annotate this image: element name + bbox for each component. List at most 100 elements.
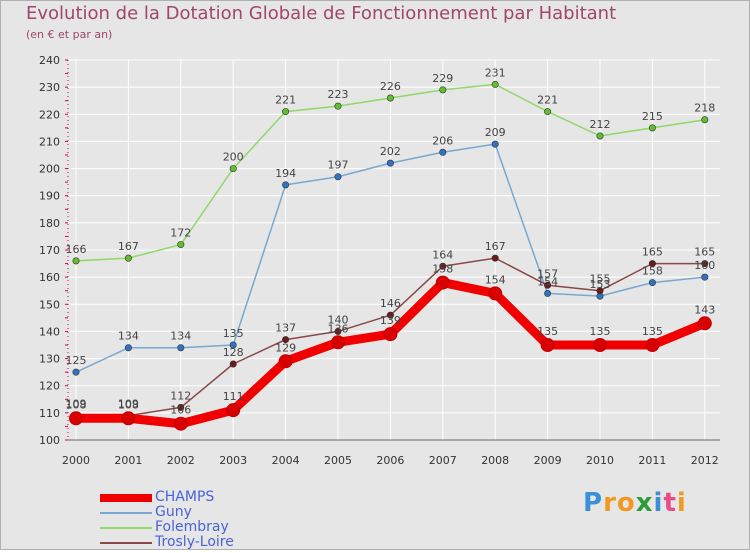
data-point-champs xyxy=(383,327,398,342)
y-tick-label: 100 xyxy=(39,434,60,447)
y-tick-label: 160 xyxy=(39,271,60,284)
y-tick-label: 210 xyxy=(39,135,60,148)
legend-line-guny xyxy=(100,512,152,514)
data-point-folembray xyxy=(439,86,447,94)
y-tick-label: 120 xyxy=(39,380,60,393)
data-point-champs xyxy=(593,338,607,352)
y-tick-label: 190 xyxy=(39,190,60,203)
data-label-folembray: 229 xyxy=(432,72,453,85)
data-label-folembray: 166 xyxy=(66,243,87,256)
x-tick-label: 2007 xyxy=(429,454,457,467)
data-label-folembray: 215 xyxy=(642,110,663,123)
legend-label-folembray: Folembray xyxy=(155,519,229,535)
y-tick-label: 200 xyxy=(39,163,60,176)
data-point-folembray xyxy=(491,80,499,88)
data-point-guny xyxy=(124,344,132,352)
data-label-trosly-loire: 109 xyxy=(118,398,139,411)
logo-letter: P xyxy=(583,488,604,518)
proxiti-logo: Proxiti xyxy=(583,488,687,518)
data-label-folembray: 200 xyxy=(223,151,244,164)
data-label-champs: 108 xyxy=(66,398,87,411)
data-point-champs xyxy=(645,338,660,352)
data-point-trosly-loire xyxy=(229,360,237,368)
data-point-guny xyxy=(439,148,447,156)
data-point-trosly-loire xyxy=(177,403,185,411)
data-label-folembray: 231 xyxy=(485,66,506,79)
legend-line-folembray xyxy=(100,527,152,529)
data-label-folembray: 223 xyxy=(328,88,349,101)
data-label-trosly-loire: 165 xyxy=(694,246,715,259)
data-label-guny: 197 xyxy=(328,159,349,172)
data-point-trosly-loire xyxy=(439,262,447,270)
data-label-trosly-loire: 140 xyxy=(328,313,349,326)
data-label-trosly-loire: 155 xyxy=(590,273,611,286)
data-label-trosly-loire: 137 xyxy=(275,322,296,335)
y-tick-label: 110 xyxy=(39,407,60,420)
data-label-trosly-loire: 165 xyxy=(642,246,663,259)
y-tick-label: 180 xyxy=(39,217,60,230)
logo-letter: i xyxy=(653,488,664,518)
data-label-guny: 194 xyxy=(275,167,296,180)
data-label-guny: 134 xyxy=(170,330,191,343)
data-point-trosly-loire xyxy=(596,287,604,295)
data-label-champs: 143 xyxy=(694,303,715,316)
data-point-champs xyxy=(69,411,83,426)
data-label-champs: 158 xyxy=(432,263,453,276)
data-label-champs: 135 xyxy=(590,325,611,338)
data-label-guny: 160 xyxy=(694,259,715,272)
data-point-guny xyxy=(229,341,237,349)
data-label-champs: 108 xyxy=(118,398,139,411)
data-point-guny xyxy=(386,159,394,167)
data-point-champs xyxy=(488,286,503,301)
data-label-folembray: 221 xyxy=(537,94,558,107)
data-label-champs: 135 xyxy=(537,325,558,338)
data-point-champs xyxy=(697,316,712,331)
data-label-trosly-loire: 157 xyxy=(537,267,558,280)
data-label-guny: 202 xyxy=(380,145,401,158)
data-label-champs: 135 xyxy=(642,325,663,338)
data-point-folembray xyxy=(648,124,656,132)
x-tick-label: 2000 xyxy=(62,454,90,467)
data-label-guny: 153 xyxy=(590,278,611,291)
data-label-trosly-loire: 112 xyxy=(170,389,191,402)
y-tick-label: 220 xyxy=(39,108,60,121)
data-label-guny: 154 xyxy=(537,275,558,288)
data-point-trosly-loire xyxy=(386,311,394,319)
y-tick-label: 140 xyxy=(39,325,60,338)
data-point-champs xyxy=(540,338,555,352)
data-label-guny: 125 xyxy=(66,354,87,367)
data-point-champs xyxy=(173,416,188,431)
x-tick-label: 2005 xyxy=(324,454,352,467)
y-tick-label: 230 xyxy=(39,81,60,94)
data-point-guny xyxy=(334,173,342,181)
data-label-champs: 129 xyxy=(275,341,296,354)
y-tick-label: 130 xyxy=(39,353,60,366)
logo-letter: x xyxy=(635,488,654,518)
data-point-guny xyxy=(648,279,656,287)
x-tick-label: 2004 xyxy=(272,454,300,467)
data-point-folembray xyxy=(72,257,80,265)
x-tick-label: 2003 xyxy=(219,454,247,467)
data-label-folembray: 172 xyxy=(170,227,191,240)
data-label-champs: 111 xyxy=(223,390,244,403)
data-label-guny: 158 xyxy=(642,265,663,278)
legend-label-guny: Guny xyxy=(155,504,192,520)
data-label-trosly-loire: 128 xyxy=(223,346,244,359)
data-point-folembray xyxy=(386,94,394,102)
data-point-folembray xyxy=(124,254,132,262)
data-point-trosly-loire xyxy=(491,254,499,262)
data-label-champs: 154 xyxy=(485,273,506,286)
logo-letter: t xyxy=(663,488,677,518)
x-tick-label: 2012 xyxy=(691,454,719,467)
data-point-champs xyxy=(226,403,241,418)
y-tick-label: 150 xyxy=(39,298,60,311)
data-point-trosly-loire xyxy=(648,260,656,268)
data-label-guny: 134 xyxy=(118,330,139,343)
legend-line-champs xyxy=(100,494,152,502)
data-label-champs: 106 xyxy=(170,404,191,417)
data-label-folembray: 167 xyxy=(118,240,139,253)
legend-label-champs: CHAMPS xyxy=(155,489,215,505)
data-label-trosly-loire: 109 xyxy=(66,398,87,411)
data-point-folembray xyxy=(334,102,342,110)
